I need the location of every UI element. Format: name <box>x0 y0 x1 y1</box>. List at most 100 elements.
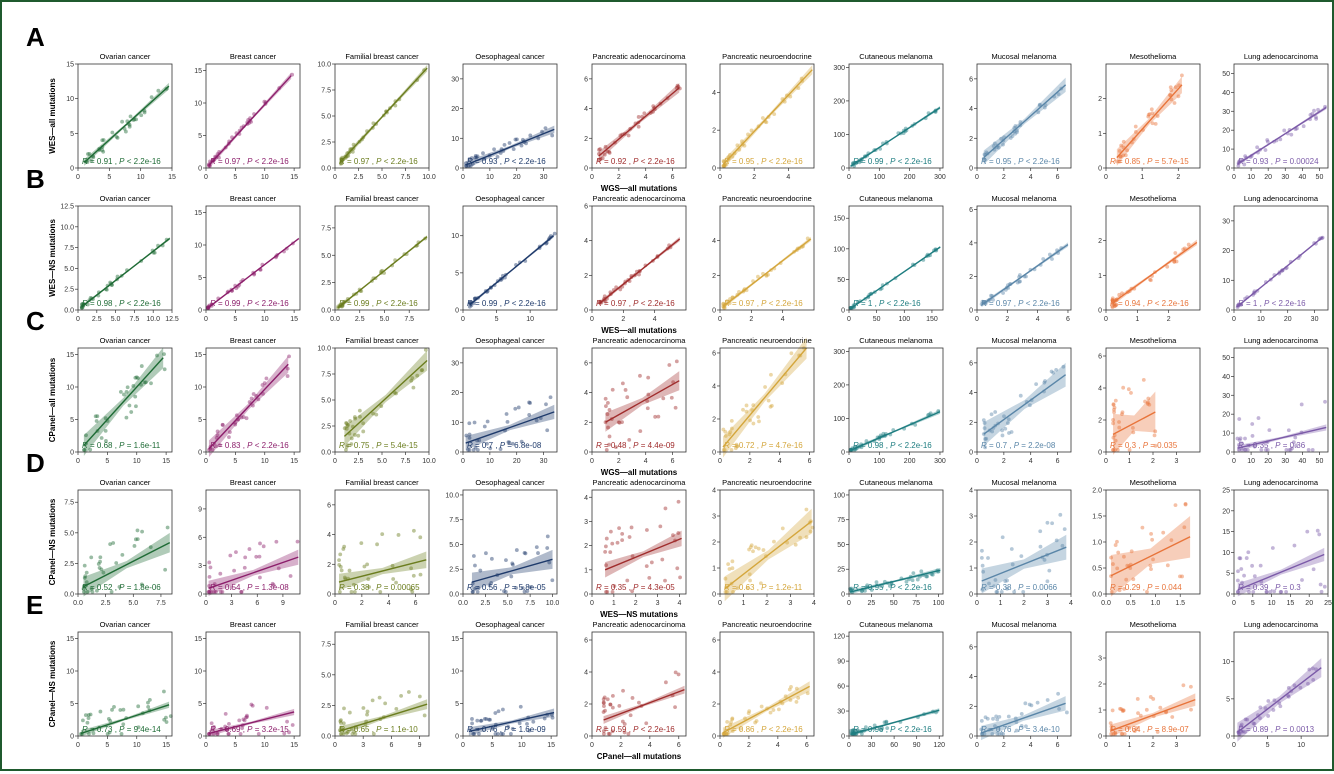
subplot-title: Oesophageal cancer <box>475 620 545 629</box>
data-point <box>223 711 228 716</box>
separator: , <box>369 725 376 734</box>
data-point <box>357 408 362 413</box>
subplot: Breast cancer 0 5 10 15 0 5 10 15 R = 0.69 , P = … <box>194 620 301 749</box>
r-equals: = <box>730 157 739 166</box>
data-point <box>794 700 799 704</box>
p-value: 2.2e-16 <box>905 441 933 450</box>
data-point <box>1236 569 1240 574</box>
data-point <box>1170 715 1175 719</box>
subplot-title: Ovarian cancer <box>100 194 151 203</box>
data-point <box>1310 448 1315 452</box>
x-tick-label: 4 <box>653 316 657 323</box>
separator: , <box>883 441 890 450</box>
x-tick-label: 5.0 <box>380 316 390 323</box>
y-tick-label: 0 <box>1226 308 1230 315</box>
x-tick-label: 15 <box>290 174 298 181</box>
y-tick-label: 6 <box>198 535 202 542</box>
subplot: Mesothelioma 0 1 2 3 0 1 2 3 R = 0.64 , P = 8.9e-… <box>1098 620 1201 749</box>
x-tick-label: 5 <box>233 458 237 465</box>
x-tick-label: 2 <box>1005 316 1009 323</box>
plot-border <box>1233 205 1329 311</box>
data-point <box>915 577 920 582</box>
y-tick-label: 0 <box>198 166 202 173</box>
data-point <box>721 164 726 168</box>
p-operator: < <box>125 157 134 166</box>
data-point <box>1150 121 1155 126</box>
data-point <box>772 539 776 544</box>
r-symbol: R <box>467 157 473 166</box>
p-operator: < <box>382 157 391 166</box>
subplot-title: Pancreatic neuroendocrine <box>722 194 812 203</box>
data-point <box>115 136 120 140</box>
y-tick-label: 2 <box>712 416 716 423</box>
subplot: Familial breast cancer 0 2.5 5.0 7.5 10.0 0.0 2… <box>317 336 436 465</box>
stat-annotation: R = 0.83 , P < 2.2e-16 <box>210 441 289 450</box>
subplot: Familial breast cancer 0 2 4 6 0 2 4 6 R = 0.38 ,… <box>327 478 430 607</box>
r-equals: = <box>345 299 354 308</box>
stat-annotation: R = 0.97 , P < 2.2e-16 <box>339 157 418 166</box>
p-symbol: P <box>761 157 767 166</box>
data-point <box>540 129 544 134</box>
data-point <box>237 718 242 723</box>
data-point <box>396 533 401 537</box>
y-tick-label: 2 <box>712 128 716 135</box>
x-tick-label: 5 <box>233 316 237 323</box>
subplot-title: Familial breast cancer <box>345 620 419 629</box>
r-equals: = <box>602 583 611 592</box>
x-tick-label: 20 <box>1284 316 1292 323</box>
p-operator: = <box>253 583 262 592</box>
x-tick-label: 10 <box>133 742 141 749</box>
x-tick-label: 10.0 <box>422 458 436 465</box>
r-value: 0.83 <box>225 441 241 450</box>
subplot: Ovarian cancer 0 2.5 5.0 7.5 10.0 12.5 0.0 2.5 5.… <box>60 194 179 323</box>
y-tick-label: 75 <box>837 517 845 524</box>
stat-annotation: R = 0.92 , P < 2.2e-16 <box>596 157 675 166</box>
data-point <box>247 547 252 551</box>
plot-border <box>719 631 815 737</box>
data-point <box>81 718 85 723</box>
y-tick-label: 15 <box>66 62 74 69</box>
subplot-title: Mesothelioma <box>1130 620 1178 629</box>
r-value: 0.72 <box>739 441 755 450</box>
data-point <box>1009 547 1014 551</box>
r-symbol: R <box>596 157 602 166</box>
x-tick-label: 2 <box>1151 742 1155 749</box>
data-point <box>604 404 608 409</box>
data-point <box>788 94 793 99</box>
x-tick-label: 10 <box>1268 600 1276 607</box>
p-operator: < <box>896 157 905 166</box>
plot-border <box>462 205 558 311</box>
data-point <box>96 562 101 566</box>
data-point <box>1263 148 1268 152</box>
r-value: 0.56 <box>482 583 498 592</box>
data-point <box>1180 574 1184 579</box>
p-symbol: P <box>247 299 253 308</box>
x-tick-label: 3 <box>656 600 660 607</box>
data-point <box>675 566 680 571</box>
stat-annotation: R = 0.93 , P = 0.00024 <box>1238 157 1319 166</box>
y-tick-label: 2 <box>327 562 331 569</box>
data-point <box>1161 530 1166 535</box>
data-point <box>496 709 501 714</box>
data-point <box>1270 546 1275 550</box>
x-tick-label: 6 <box>389 742 393 749</box>
data-point <box>1038 529 1043 534</box>
regression-line <box>81 237 171 308</box>
data-point <box>675 83 680 88</box>
subplot: Familial breast cancer 0 3 6 9 0.0 2.5 5.0 7.5 R … <box>321 620 430 749</box>
p-operator: = <box>510 725 519 734</box>
data-point <box>1235 578 1240 583</box>
y-tick-label: 0 <box>1098 450 1102 457</box>
stat-annotation: R = 0.38 , P = 0.0066 <box>981 583 1058 592</box>
r-equals: = <box>859 299 868 308</box>
data-point <box>500 707 505 712</box>
data-point <box>350 149 355 154</box>
separator: , <box>369 299 376 308</box>
data-point <box>1110 708 1115 713</box>
subplot-title: Familial breast cancer <box>345 478 419 487</box>
data-point <box>1299 402 1304 407</box>
subplot-title: Mesothelioma <box>1130 478 1178 487</box>
y-tick-label: 10 <box>194 243 202 250</box>
data-point <box>1155 114 1160 118</box>
data-point <box>663 506 668 511</box>
